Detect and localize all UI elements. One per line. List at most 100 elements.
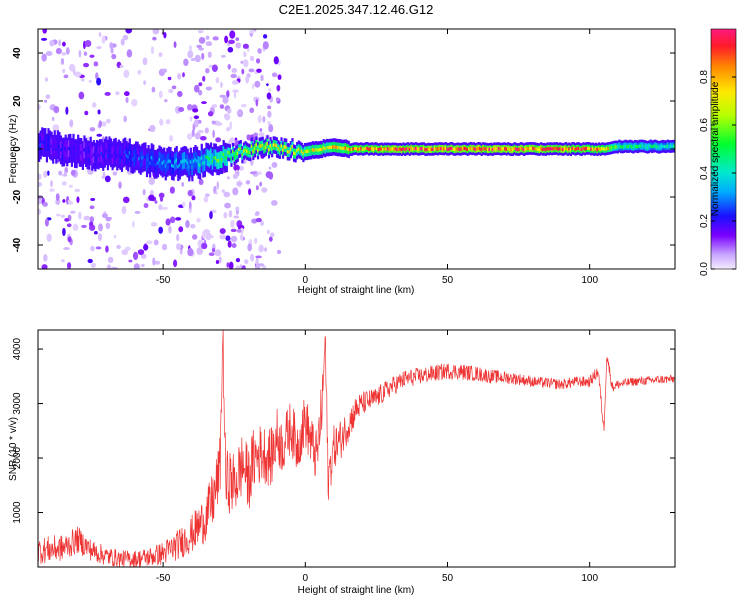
spectrogram-band-cell	[231, 149, 235, 154]
spectrogram-noise-cell	[224, 202, 231, 209]
spectrogram-noise-cell	[194, 132, 201, 140]
spectrogram-band-cell	[615, 145, 618, 149]
spectrogram-noise-cell	[84, 110, 89, 116]
spectrogram-band-cell	[56, 142, 59, 147]
spectrogram-noise-cell	[161, 68, 168, 74]
spectrogram-noise-cell	[248, 68, 255, 73]
spectrogram-noise-cell	[255, 58, 261, 64]
spectrogram-noise-cell	[137, 69, 142, 75]
spectrogram-band-cell	[597, 147, 601, 151]
spectrogram-band-cell	[302, 151, 305, 156]
spectrogram-noise-cell	[256, 68, 262, 73]
spectrogram-noise-cell	[105, 216, 113, 220]
spectrogram-noise-cell	[169, 186, 175, 194]
y-tick-label: 20	[12, 95, 23, 107]
spectrogram-band-cell	[529, 146, 532, 151]
colorbar-ticks: 0.0 0.2 0.4 0.6 0.8	[699, 70, 736, 276]
spectrogram-band-cell	[183, 158, 186, 163]
spectrogram-noise-cell	[212, 36, 219, 41]
spectrogram-noise-cell	[168, 225, 172, 234]
spectrogram-band-cell	[355, 146, 358, 151]
spectrogram-noise-cell	[251, 83, 255, 90]
spectrogram-noise-cell	[61, 181, 67, 186]
spectrogram-noise-cell	[159, 118, 164, 126]
spectrogram-noise-cell	[97, 109, 101, 115]
spectrogram-band-cell	[444, 146, 447, 150]
snr-x-axis: -50 0 50 100	[156, 330, 598, 584]
spectrogram-noise-cell	[205, 35, 210, 40]
spectrogram-band-cell	[361, 147, 364, 152]
spectrogram-band-cell	[621, 145, 624, 149]
spectrogram-band-cell	[70, 150, 74, 155]
spectrogram-noise-cell	[244, 259, 249, 265]
spectrogram-band-cell	[350, 147, 354, 152]
spectrogram-band-cell	[169, 159, 172, 164]
spectrogram-noise-cell	[227, 46, 234, 53]
spectrogram-noise-cell	[198, 37, 206, 44]
spectrogram-noise-cell	[229, 30, 236, 39]
spectrogram-noise-cell	[165, 218, 171, 226]
spectrogram-band-cell	[164, 164, 167, 168]
spectrogram-band-cell	[435, 146, 438, 151]
spectrogram-band-cell	[192, 159, 196, 164]
spectrogram-band-cell	[488, 147, 491, 151]
spectrogram-noise-cell	[265, 171, 273, 179]
spectrogram-band-cell	[189, 160, 192, 164]
spectrogram-band-cell	[346, 147, 349, 151]
spectrogram-band-cell	[372, 147, 375, 152]
spectrogram-band-cell	[429, 147, 432, 152]
spectrogram-band-cell	[552, 146, 555, 151]
spectrogram-noise-cell	[268, 88, 272, 92]
spectrogram-band-cell	[555, 146, 558, 151]
spectrogram-band-cell	[425, 147, 429, 152]
spectrogram-noise-cell	[253, 132, 259, 138]
spectrogram-panel: -50 0 50 100 -40 -20 0 20 40 Height of straight…	[8, 28, 737, 296]
spectrogram-band-cell	[483, 147, 486, 151]
spectrogram-noise-cell	[167, 76, 172, 81]
spectrogram-band-cell	[333, 145, 336, 149]
spectrogram-noise-cell	[70, 169, 76, 176]
spectrogram-noise-cell	[104, 175, 111, 183]
spectrogram-band-cell	[601, 146, 604, 151]
spectrogram-band-cell	[561, 147, 565, 152]
spectrogram-noise-cell	[168, 88, 174, 94]
spectrogram-band-cell	[612, 145, 615, 150]
spectrogram-band-cell	[177, 164, 180, 169]
spectrogram-band-cell	[141, 156, 144, 160]
spectrogram-noise-cell	[232, 187, 239, 196]
spectrogram-band-cell	[669, 144, 673, 149]
spectrogram-noise-cell	[258, 244, 264, 253]
spectrogram-noise-cell	[60, 214, 66, 218]
spectrogram-band-cell	[673, 144, 675, 148]
spectrogram-band-cell	[45, 146, 49, 150]
spectrogram-noise-cell	[219, 234, 226, 240]
spectrogram-band-cell	[618, 144, 621, 148]
spectrogram-band-cell	[541, 147, 544, 152]
spectrogram-band-cell	[342, 146, 346, 151]
figure-title: C2E1.2025.347.12.46.G12	[279, 2, 434, 17]
spectrogram-band-cell	[272, 143, 275, 147]
spectrogram-band-cell	[303, 149, 307, 154]
spectrogram-noise-cell	[80, 78, 85, 82]
spectrogram-band-cell	[644, 145, 648, 149]
spectrogram-band-cell	[285, 145, 288, 149]
spectrogram-band-cell	[158, 158, 161, 162]
spectrogram-noise-cell	[208, 252, 215, 257]
spectrogram-noise-cell	[198, 47, 204, 51]
spectrogram-band-cell	[235, 153, 238, 157]
spectrogram-band-cell	[161, 161, 164, 165]
spectrogram-band-cell	[525, 146, 529, 151]
spectrogram-noise-cell	[257, 114, 262, 124]
spectrogram-band-cell	[471, 147, 474, 151]
spectrogram-band-cell	[194, 157, 197, 162]
spectrogram-band-cell	[332, 145, 335, 149]
spectrogram-band-cell	[305, 149, 308, 154]
spectrogram-band-cell	[349, 147, 352, 152]
spectrogram-band-cell	[296, 149, 299, 153]
spectrogram-band-cell	[44, 140, 47, 145]
spectrogram-band-cell	[546, 146, 549, 151]
spectrogram-band-cell	[396, 147, 399, 152]
spectrogram-noise-cell	[224, 114, 231, 121]
spectrogram-band-cell	[591, 147, 594, 151]
spectrogram-noise-cell	[250, 253, 255, 262]
